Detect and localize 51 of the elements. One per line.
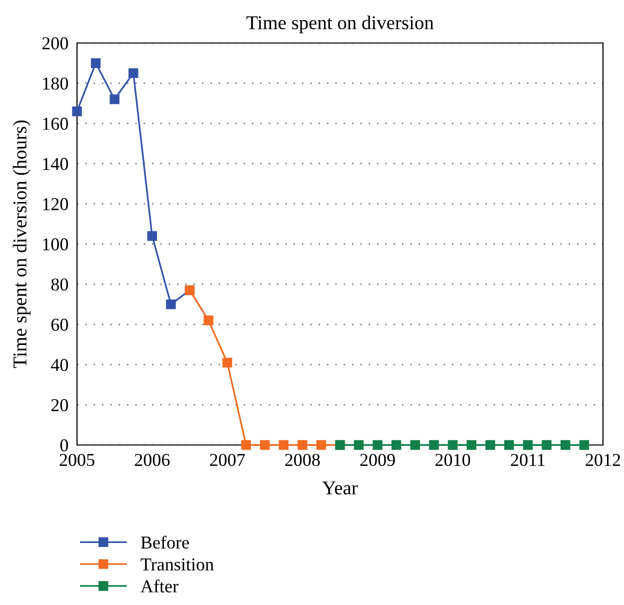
x-tick-label: 2011 — [510, 454, 544, 466]
x-tick-label: 2006 — [134, 454, 170, 466]
point — [391, 440, 402, 450]
y-tick-label: 80 — [51, 278, 68, 291]
point — [260, 440, 270, 450]
point — [110, 94, 120, 104]
y-tick-label: 160 — [43, 118, 68, 130]
y-tick-label: 20 — [51, 399, 68, 412]
point — [298, 440, 308, 450]
point — [241, 440, 251, 450]
x-tick-label: 2005 — [60, 454, 94, 466]
point — [560, 440, 570, 450]
point — [579, 440, 590, 450]
point — [147, 231, 158, 241]
y-tick-label: 120 — [43, 198, 68, 210]
point — [128, 68, 138, 78]
point — [522, 440, 533, 450]
point — [90, 58, 101, 68]
legend-label: Transition — [140, 558, 214, 571]
point — [485, 440, 496, 450]
point — [278, 440, 289, 450]
point — [354, 440, 364, 450]
y-tick-label: 0 — [60, 439, 68, 452]
point — [166, 299, 176, 310]
y-tick-label: 180 — [43, 77, 68, 90]
x-tick-label: 2010 — [435, 454, 470, 466]
point — [72, 106, 82, 116]
x-tick-label: 2012 — [586, 454, 620, 466]
y-axis-title: Time spent on diversion (hours) — [12, 120, 30, 368]
point — [448, 440, 458, 450]
point — [429, 440, 439, 450]
y-tick-label: 140 — [43, 158, 68, 170]
point — [372, 440, 382, 450]
y-tick-label: 40 — [50, 358, 68, 372]
point — [316, 440, 326, 450]
point — [204, 316, 214, 326]
point — [466, 440, 476, 450]
point — [542, 440, 552, 450]
x-tick-label: 2008 — [285, 454, 320, 466]
y-tick-label: 60 — [51, 318, 68, 331]
legend-label: Before — [140, 536, 189, 549]
x-tick-label: 2007 — [210, 454, 245, 466]
legend-label: After — [140, 580, 178, 592]
x-axis-title: Year — [322, 482, 358, 495]
y-tick-label: 100 — [43, 238, 68, 250]
point — [504, 440, 514, 450]
point — [410, 440, 420, 450]
x-tick-label: 2009 — [360, 454, 395, 466]
chart-title: Time spent on diversion — [246, 16, 434, 34]
y-tick-label: 200 — [42, 37, 68, 50]
point — [222, 358, 232, 368]
